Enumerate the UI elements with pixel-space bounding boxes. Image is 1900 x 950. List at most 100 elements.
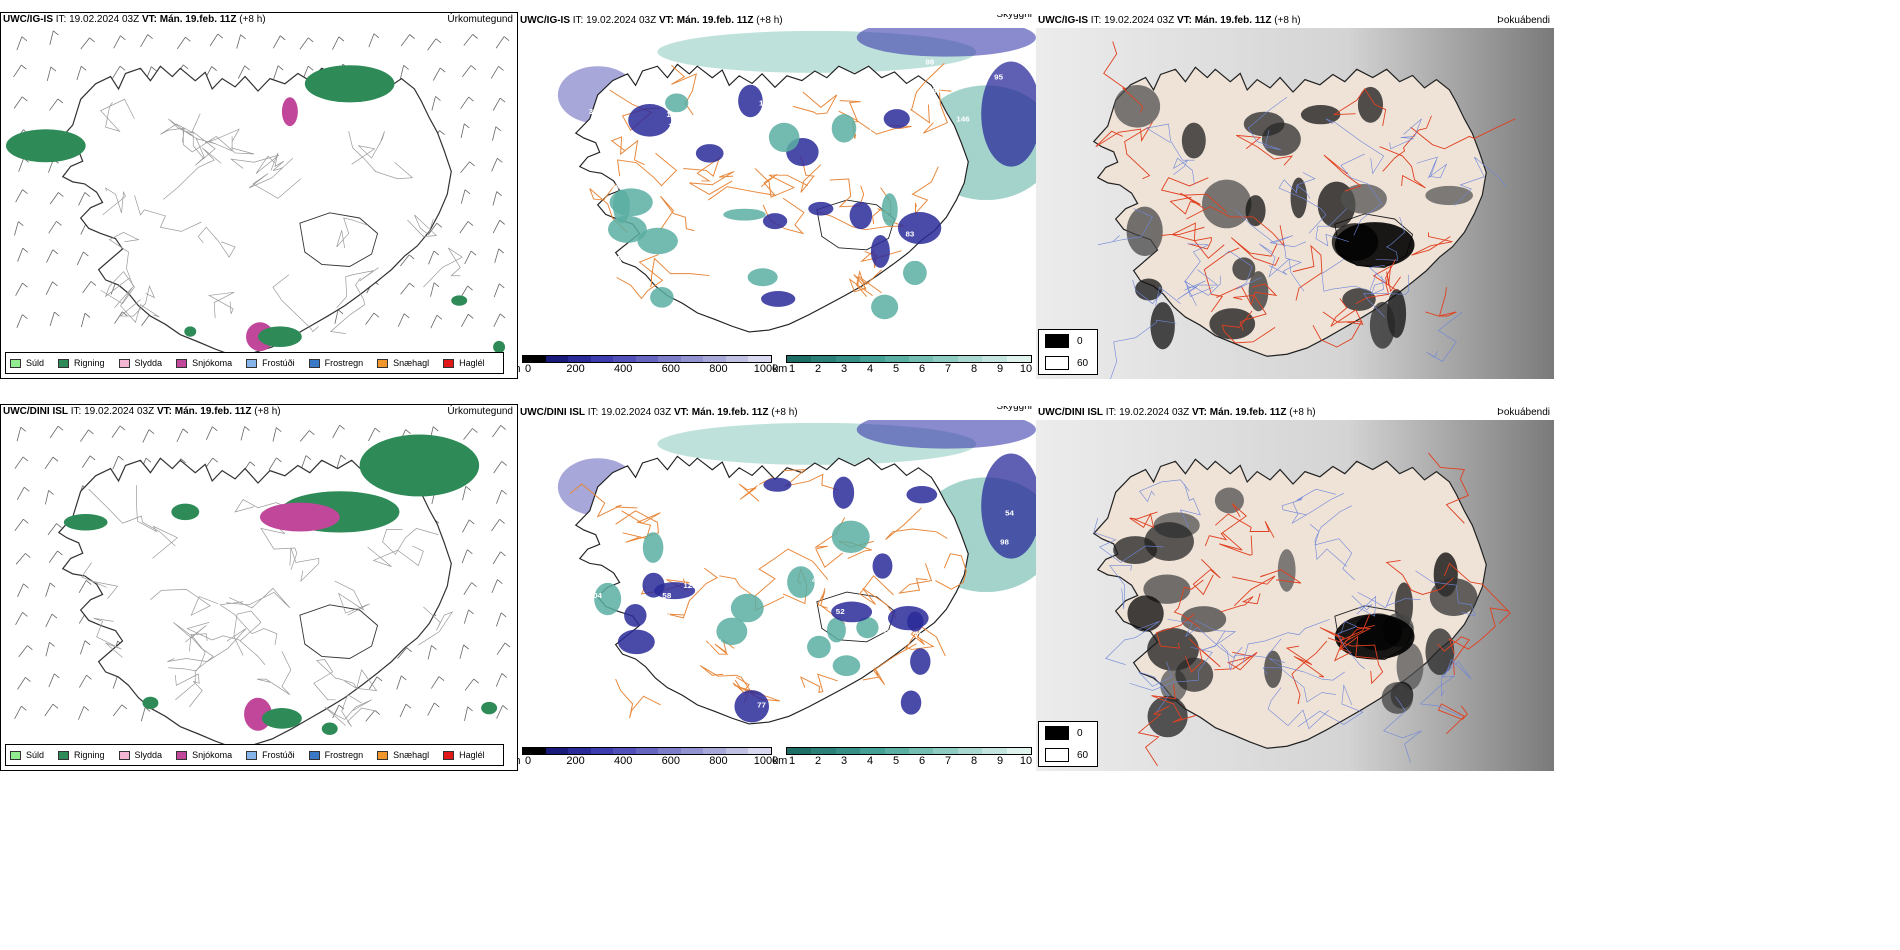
panel-header: UWC/IG-IS IT: 19.02.2024 03Z VT: Mán. 19… bbox=[1, 13, 517, 27]
cloud-base-value: 141 bbox=[602, 707, 616, 716]
lead-time: (+8 h) bbox=[1274, 15, 1301, 26]
visibility-colorbar: km 1 2 3 4 5 6 7 8 9 10 bbox=[773, 747, 1032, 767]
cloud-base-value: 155 bbox=[722, 547, 736, 556]
fog-legend: 0 60 bbox=[1038, 329, 1098, 375]
legend-item: Súld bbox=[10, 750, 44, 760]
colorbar-step bbox=[811, 356, 836, 362]
legend-swatch bbox=[443, 358, 455, 368]
fog-map bbox=[1036, 28, 1554, 379]
colorbar-tick: 800 bbox=[709, 755, 728, 767]
legend-item: Frostúði bbox=[246, 358, 295, 368]
cloud-base-value: 92 bbox=[596, 49, 606, 58]
glacier-outline bbox=[816, 199, 896, 251]
precip-map bbox=[1, 419, 517, 770]
colorbar-tick: 400 bbox=[614, 363, 633, 375]
cloud-base-value: 166 bbox=[666, 110, 680, 119]
legend-swatch bbox=[118, 358, 130, 368]
colorbar-tick: 7 bbox=[944, 755, 952, 767]
cloud-base-value: 79 bbox=[914, 631, 924, 640]
cloud-visibility-panel: UWC/IG-IS IT: 19.02.2024 03Z VT: Mán. 19… bbox=[518, 14, 1036, 379]
road-network bbox=[1097, 96, 1507, 379]
colorbar-tick: 9 bbox=[996, 363, 1004, 375]
valid-time-label: VT: bbox=[141, 14, 157, 25]
colorbar-step bbox=[703, 356, 726, 362]
cloud-base-value: 54 bbox=[1005, 509, 1015, 518]
legend-item: Rigning bbox=[58, 750, 105, 760]
cloud-base-value: 71 bbox=[662, 612, 672, 621]
model-name: UWC/DINI ISL bbox=[520, 407, 585, 418]
colorbar-step bbox=[835, 356, 861, 362]
fog-legend-swatch bbox=[1045, 356, 1069, 370]
valid-time-value: Mán. 19.feb. 11Z bbox=[159, 14, 237, 25]
legend-label: Frostregn bbox=[324, 750, 364, 760]
cloud-base-value: 66 bbox=[703, 691, 713, 700]
cloud-base-value: 52 bbox=[836, 607, 846, 616]
colorbar-tick: 4 bbox=[866, 363, 874, 375]
cloud-base-value: 98 bbox=[925, 57, 935, 66]
colorbar-tick: 9 bbox=[996, 755, 1004, 767]
fog-legend-value: 0 bbox=[1077, 727, 1083, 739]
colorbar-step bbox=[568, 356, 591, 362]
cloud-base-value: 48 bbox=[980, 452, 990, 461]
cloud-base-value: 207 bbox=[747, 480, 760, 489]
colorbar bbox=[786, 355, 1032, 363]
cloud-base-value: 44 bbox=[812, 576, 822, 585]
colorbar-tick: 5 bbox=[892, 363, 900, 375]
precip-type-panel: UWC/DINI ISL IT: 19.02.2024 03Z VT: Mán.… bbox=[0, 404, 518, 771]
colorbar-step bbox=[933, 356, 958, 362]
cloud-base-value: 94 bbox=[932, 86, 942, 95]
colorbar-step bbox=[909, 356, 934, 362]
legend-label: Snjókoma bbox=[192, 750, 233, 760]
init-time-value: 19.02.2024 03Z bbox=[1104, 15, 1175, 26]
valid-time-value: Mán. 19.feb. 11Z bbox=[676, 15, 754, 26]
colorbar-tick: 2 bbox=[814, 363, 822, 375]
cloud-base-value: 93 bbox=[786, 627, 796, 636]
colorbar-step bbox=[703, 748, 726, 754]
lead-time: (+8 h) bbox=[1289, 407, 1316, 418]
cloud-base-value: 174 bbox=[708, 638, 722, 647]
colorbar-ticks: km 1 2 3 4 5 6 7 8 9 10 bbox=[773, 755, 1032, 767]
cloud-base-labels: -647125104485416920717414112994445871931… bbox=[589, 439, 1015, 721]
road-network bbox=[1093, 479, 1476, 763]
lead-time: (+8 h) bbox=[771, 407, 798, 418]
cloud-base-value: 119 bbox=[729, 219, 743, 228]
cloud-base-value: 90 bbox=[725, 89, 735, 98]
colorbar-step bbox=[635, 748, 659, 754]
valid-time-value: Mán. 19.feb. 11Z bbox=[174, 406, 252, 417]
colorbar-tick: 800 bbox=[709, 363, 728, 375]
cloud-base-value: 128 bbox=[683, 581, 697, 590]
lead-time: (+8 h) bbox=[254, 406, 281, 417]
init-time-label: IT: bbox=[1090, 15, 1102, 26]
cloud-base-value: 169 bbox=[853, 650, 867, 659]
legend-item: Frostregn bbox=[308, 750, 364, 760]
fog-legend-swatch bbox=[1045, 334, 1069, 348]
legend-label: Snæhagl bbox=[393, 750, 430, 760]
colorbar-step bbox=[748, 356, 772, 362]
colorbar-tick: 7 bbox=[944, 363, 952, 375]
cloud-base-value: 125 bbox=[600, 439, 614, 448]
colorbar-tick: 400 bbox=[614, 755, 633, 767]
fog-legend-value: 0 bbox=[1077, 335, 1083, 347]
colorbar-step bbox=[835, 748, 861, 754]
precip-areas bbox=[63, 434, 498, 735]
legend-swatch bbox=[176, 358, 188, 368]
panel-header: UWC/DINI ISL IT: 19.02.2024 03Z VT: Mán.… bbox=[1, 405, 517, 419]
model-name: UWC/DINI ISL bbox=[1038, 407, 1103, 418]
cloud-map: -647 125 104 48 54 169 207 174 141 129 94 44 58 71 93 1… bbox=[518, 410, 1036, 745]
cloud-base-value: 81 bbox=[814, 276, 824, 285]
cloud-base-value: 83 bbox=[906, 230, 916, 239]
cloud-base-value: 142 bbox=[740, 544, 754, 553]
colorbar-tick: 6 bbox=[918, 755, 926, 767]
legend-item: Slydda bbox=[118, 358, 162, 368]
valid-time-label: VT: bbox=[1176, 15, 1192, 26]
cloud-base-value: 129 bbox=[883, 628, 897, 637]
colorbar-step bbox=[884, 748, 910, 754]
cloud-base-value: 58 bbox=[662, 591, 672, 600]
colorbar-step bbox=[725, 356, 749, 362]
cloud-base-value: 210 bbox=[662, 676, 676, 685]
colorbar-unit: m bbox=[518, 363, 521, 375]
legend-item: Snæhagl bbox=[377, 358, 429, 368]
fog-map bbox=[1036, 420, 1554, 771]
fog-index-field bbox=[1114, 85, 1473, 350]
legend-swatch bbox=[176, 750, 188, 760]
